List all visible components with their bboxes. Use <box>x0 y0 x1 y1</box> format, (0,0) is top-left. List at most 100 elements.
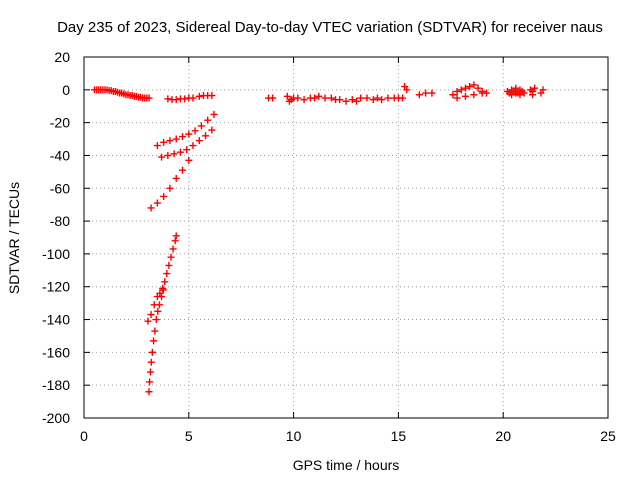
data-point <box>466 83 474 91</box>
series-7 <box>264 92 407 105</box>
data-point <box>145 388 153 396</box>
data-point <box>148 348 156 356</box>
series-2 <box>153 110 218 150</box>
data-point <box>300 96 308 104</box>
series-4 <box>147 156 193 212</box>
x-axis-label: GPS time / hours <box>293 457 400 473</box>
data-point <box>161 278 169 286</box>
y-tick-label: -140 <box>42 312 70 328</box>
chart-title: Day 235 of 2023, Sidereal Day-to-day VTE… <box>57 19 603 36</box>
data-point <box>179 133 187 141</box>
data-point <box>147 204 155 212</box>
data-point <box>539 86 547 94</box>
data-point <box>208 126 216 134</box>
data-point <box>470 81 478 89</box>
data-point <box>336 96 344 104</box>
data-point <box>179 166 187 174</box>
y-tick-label: 0 <box>62 82 70 98</box>
data-point <box>208 92 216 100</box>
x-tick-label: 10 <box>286 428 302 444</box>
data-point <box>169 245 177 253</box>
data-point <box>164 95 172 103</box>
data-point <box>189 142 197 150</box>
data-point <box>321 94 329 102</box>
plot-frame <box>83 56 609 419</box>
y-tick-label: -80 <box>50 213 70 229</box>
y-tick-label: -120 <box>42 279 70 295</box>
y-tick-label: -20 <box>50 115 70 131</box>
data-point <box>342 97 350 105</box>
data-point <box>363 94 371 102</box>
data-point <box>166 137 174 145</box>
data-points <box>90 81 547 396</box>
x-tick-label: 25 <box>600 428 616 444</box>
data-point <box>403 86 411 94</box>
data-point <box>155 301 163 309</box>
data-point <box>144 317 152 325</box>
y-tick-label: -200 <box>42 410 70 426</box>
data-point <box>294 94 302 102</box>
data-point <box>470 91 478 99</box>
data-point <box>197 122 205 130</box>
y-axis-label: SDTVAR / TECUs <box>6 182 22 294</box>
grid <box>84 57 608 418</box>
data-point <box>183 146 191 154</box>
data-point <box>453 87 461 95</box>
data-point <box>373 94 381 102</box>
y-tick-label: -160 <box>42 344 70 360</box>
data-point <box>172 174 180 182</box>
data-point <box>352 97 360 105</box>
y-tick-label: -60 <box>50 180 70 196</box>
data-point <box>348 96 356 104</box>
data-point <box>457 86 465 94</box>
data-point <box>165 261 173 269</box>
series-1 <box>164 92 216 104</box>
data-point <box>461 84 469 92</box>
data-point <box>529 91 537 99</box>
data-point <box>147 358 155 366</box>
data-point <box>508 91 516 99</box>
y-tick-label: -40 <box>50 147 70 163</box>
data-point <box>283 92 291 100</box>
data-point <box>146 368 154 376</box>
data-point <box>195 92 203 100</box>
data-point <box>163 270 171 278</box>
data-point <box>146 378 154 386</box>
data-point <box>415 91 423 99</box>
series-3 <box>158 126 216 161</box>
data-point <box>453 94 461 102</box>
data-point <box>315 92 323 100</box>
data-point <box>164 151 172 159</box>
data-point <box>311 94 319 102</box>
series-0 <box>90 86 153 102</box>
data-point <box>172 232 180 240</box>
x-tick-label: 15 <box>391 428 407 444</box>
data-point <box>167 253 175 261</box>
series-8 <box>401 81 490 102</box>
data-point <box>152 316 160 324</box>
data-point <box>172 96 180 104</box>
data-point <box>478 89 486 97</box>
data-point <box>147 311 155 319</box>
x-tick-label: 0 <box>80 428 88 444</box>
x-tick-label: 20 <box>495 428 511 444</box>
data-point <box>357 94 365 102</box>
data-point <box>166 184 174 192</box>
data-point <box>171 237 179 245</box>
data-point <box>158 153 166 161</box>
data-point <box>428 89 436 97</box>
y-tick-label: -100 <box>42 246 70 262</box>
data-point <box>172 135 180 143</box>
data-point <box>512 89 520 97</box>
data-point <box>160 192 168 200</box>
data-point <box>176 148 184 156</box>
data-point <box>158 293 166 301</box>
series-9 <box>503 84 547 99</box>
data-point <box>185 130 193 138</box>
data-point <box>160 138 168 146</box>
data-point <box>384 94 392 102</box>
data-point <box>153 142 161 150</box>
data-point <box>378 96 386 104</box>
data-point <box>170 150 178 158</box>
